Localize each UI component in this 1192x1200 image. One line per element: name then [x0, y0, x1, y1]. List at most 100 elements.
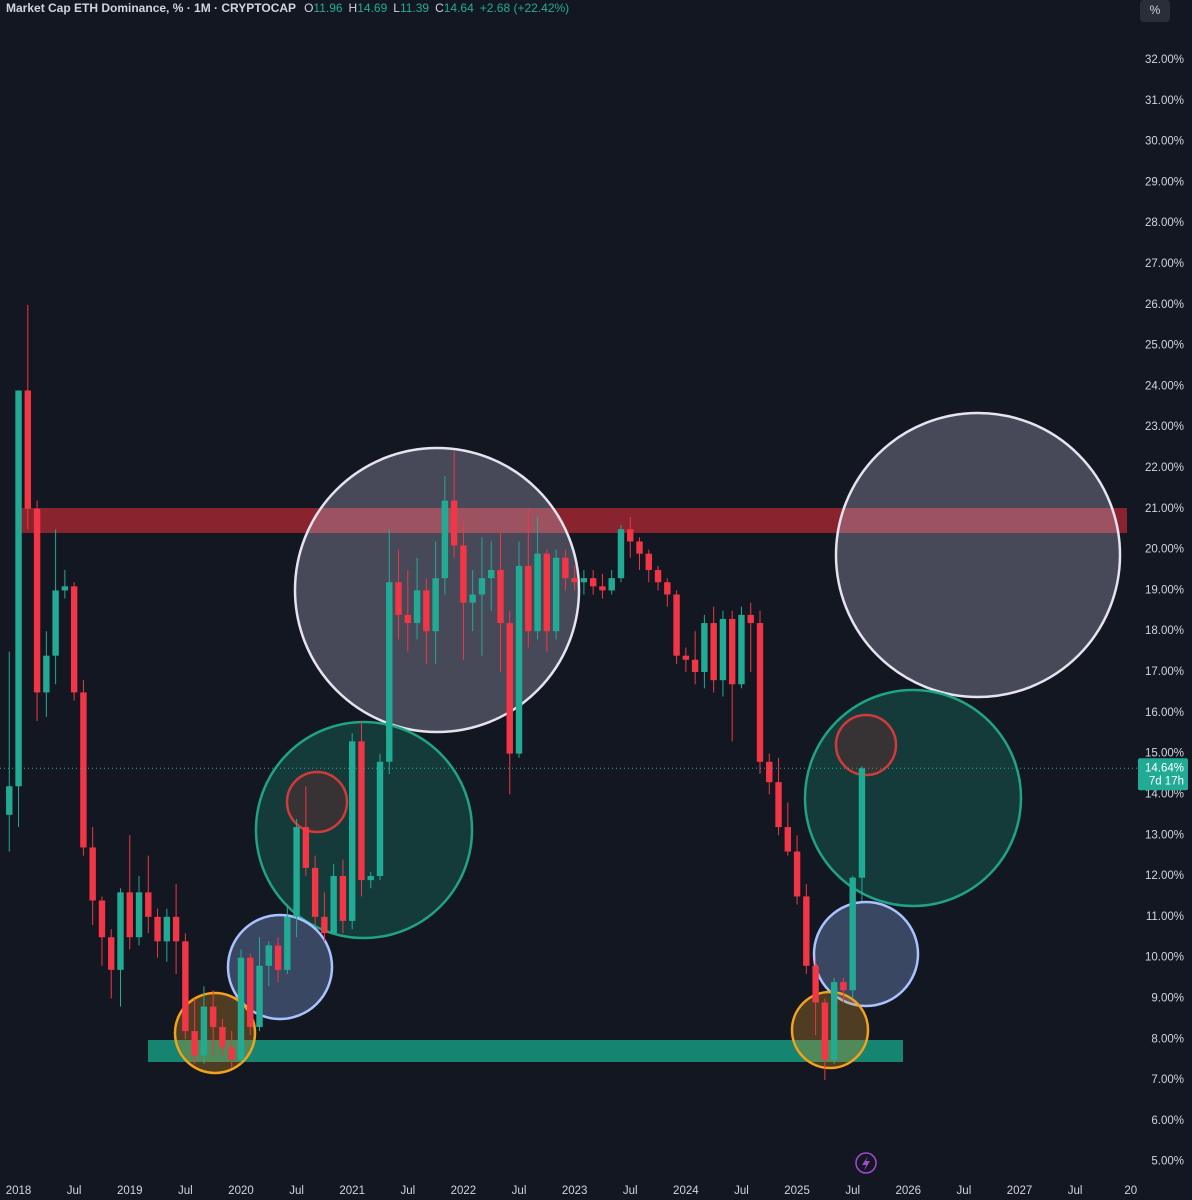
x-tick-label: 2027 — [1007, 1185, 1033, 1197]
candle-body — [98, 900, 106, 938]
y-tick-label: 19.00% — [1145, 584, 1184, 596]
candle-body — [784, 827, 792, 852]
candle-body — [33, 508, 41, 693]
candle-body — [432, 578, 439, 632]
x-tick-label: Jul — [623, 1185, 638, 1197]
candle-body — [339, 876, 347, 921]
candle-body — [302, 827, 310, 868]
y-tick-label: 22.00% — [1145, 462, 1184, 474]
candle-body — [52, 590, 59, 656]
candle-body — [562, 557, 569, 579]
candle-body — [775, 782, 782, 828]
rejection-circle — [834, 713, 898, 777]
candle-body — [163, 916, 171, 942]
candles — [0, 304, 1140, 1081]
candle-body — [117, 892, 124, 970]
candle-body — [61, 586, 69, 591]
candle-body — [89, 847, 96, 901]
y-tick-label: 26.00% — [1145, 299, 1184, 311]
candle-body — [209, 1006, 217, 1027]
candle-body — [469, 594, 476, 603]
ohlc-value: 14.64 — [444, 1, 474, 15]
scale-button[interactable] — [1140, 0, 1170, 22]
candle-body — [395, 582, 402, 615]
candle-body — [15, 390, 22, 787]
y-tick-label: 15.00% — [1145, 748, 1184, 760]
last-price-label: 14.64% — [1145, 762, 1184, 774]
candle-body — [367, 876, 374, 881]
x-tick-label: 2025 — [784, 1185, 810, 1197]
x-tick-label: Jul — [734, 1185, 749, 1197]
candle-body — [599, 586, 606, 591]
candle-body — [293, 827, 300, 917]
candle-body — [858, 768, 866, 878]
candle-body — [589, 578, 597, 587]
candle-body — [145, 892, 152, 917]
candle-body — [330, 876, 337, 934]
x-tick-label: 2023 — [562, 1185, 588, 1197]
candle-body — [172, 916, 180, 942]
candle-body — [664, 582, 671, 595]
countdown: 7d 17h — [1149, 775, 1184, 787]
candle-body — [228, 1047, 235, 1060]
x-tick-label: 2018 — [6, 1185, 32, 1197]
ohlc-key: H — [349, 1, 358, 15]
candle-body — [182, 941, 189, 1032]
y-axis: 5.00% 6.00% 7.00% 8.00% 9.00% 10.00% 11.00% 12.… — [1138, 54, 1188, 1168]
x-tick-label: Jul — [1068, 1185, 1083, 1197]
y-tick-label: 11.00% — [1146, 911, 1184, 923]
candle-body — [219, 1026, 226, 1048]
x-tick-label: Jul — [400, 1185, 415, 1197]
candle-body — [413, 590, 421, 624]
ohlc-value: 11.39 — [400, 1, 429, 15]
x-tick-label: 2020 — [228, 1185, 254, 1197]
chart-title: Market Cap ETH Dominance, % · 1M · CRYPT… — [6, 1, 296, 15]
y-tick-label: 30.00% — [1145, 136, 1184, 148]
candle-body — [673, 594, 680, 656]
y-tick-label: 7.00% — [1151, 1074, 1184, 1086]
y-tick-label: 6.00% — [1151, 1115, 1184, 1127]
candle-body — [636, 541, 643, 554]
candle-body — [719, 618, 727, 681]
y-tick-label: 23.00% — [1145, 421, 1184, 433]
y-tick-label: 17.00% — [1145, 666, 1184, 678]
candle-body — [386, 582, 393, 762]
candle-body — [191, 1031, 198, 1056]
candle-body — [793, 851, 801, 897]
candle-body — [766, 761, 773, 783]
ohlc-legend: O 11.96 H 14.69 L 11.39 C 14.64 — [304, 1, 474, 15]
candle-body — [747, 614, 754, 624]
candle-body — [654, 570, 662, 583]
candle-body — [358, 741, 365, 881]
scale-button-label[interactable]: % — [1150, 3, 1161, 17]
breakout-circle — [803, 688, 1023, 908]
ohlc-key: C — [435, 1, 444, 15]
ohlc-key: L — [393, 1, 400, 15]
y-tick-label: 13.00% — [1145, 829, 1184, 841]
candle-body — [710, 623, 717, 681]
candle-body — [627, 529, 634, 542]
candle-body — [154, 916, 161, 942]
bottom-circle — [790, 990, 870, 1070]
event-icon[interactable] — [855, 1152, 877, 1174]
x-tick-label: 2026 — [895, 1185, 921, 1197]
ohlc-value: 14.69 — [357, 1, 387, 15]
candle-body — [534, 553, 541, 632]
x-tick-label: 2024 — [673, 1185, 699, 1197]
candle-body — [274, 945, 282, 970]
candle-body — [645, 553, 652, 571]
candle-body — [830, 982, 838, 1060]
y-tick-label: 21.00% — [1145, 503, 1184, 515]
change-text: +2.68 (+22.42%) — [480, 1, 569, 15]
candle-body — [543, 553, 551, 632]
y-tick-label: 20.00% — [1145, 544, 1184, 556]
candle-body — [478, 578, 486, 595]
x-tick-label: 2021 — [339, 1185, 365, 1197]
recovery-circle — [812, 900, 920, 1008]
y-tick-label: 8.00% — [1151, 1033, 1184, 1045]
candle-body — [70, 586, 78, 693]
y-tick-label: 12.00% — [1145, 870, 1184, 882]
